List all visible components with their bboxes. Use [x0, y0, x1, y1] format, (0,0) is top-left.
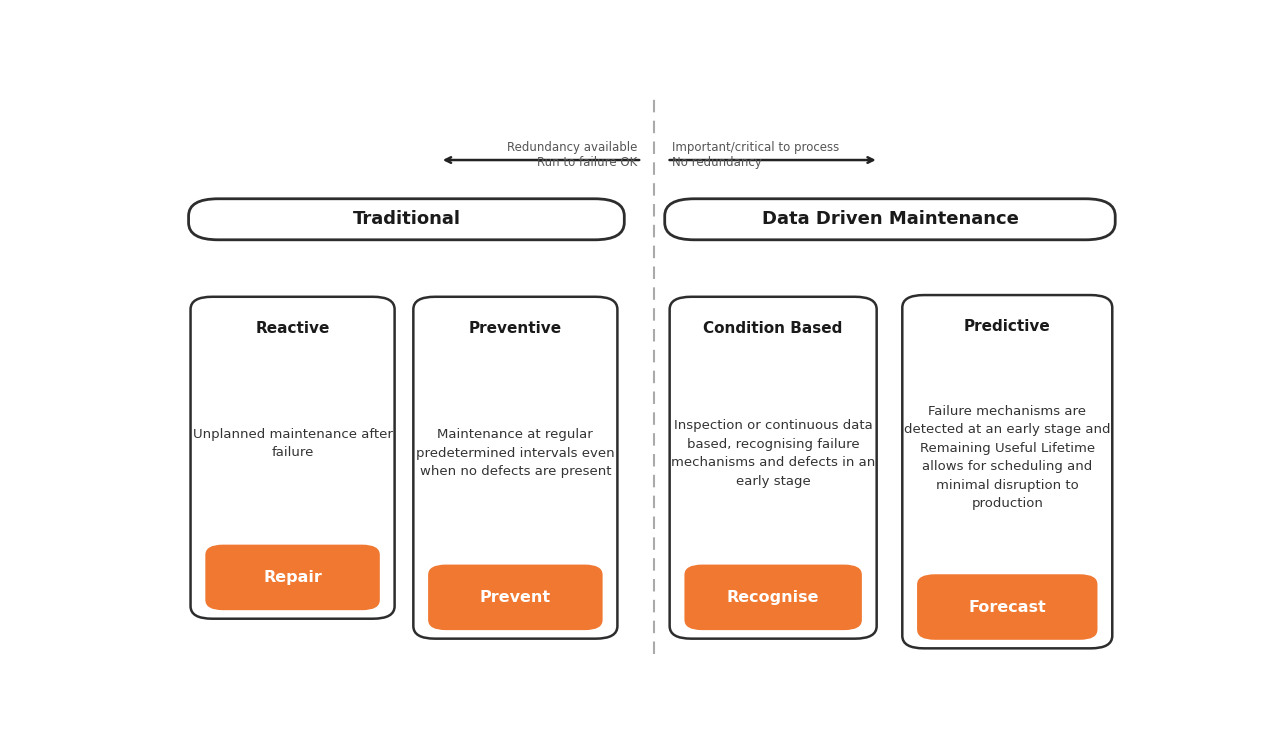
Text: No redundancy: No redundancy — [672, 156, 762, 169]
Text: Unplanned maintenance after
failure: Unplanned maintenance after failure — [192, 428, 393, 460]
FancyBboxPatch shape — [669, 297, 876, 639]
FancyBboxPatch shape — [429, 565, 603, 630]
FancyBboxPatch shape — [917, 574, 1098, 640]
Text: Preventive: Preventive — [469, 320, 562, 336]
FancyBboxPatch shape — [902, 295, 1112, 648]
Text: Data Driven Maintenance: Data Driven Maintenance — [762, 210, 1019, 228]
Text: Inspection or continuous data
based, recognising failure
mechanisms and defects : Inspection or continuous data based, rec… — [672, 420, 875, 488]
Text: Predictive: Predictive — [964, 319, 1051, 334]
Text: Condition Based: Condition Based — [703, 320, 843, 336]
FancyBboxPatch shape — [665, 199, 1116, 240]
Text: Prevent: Prevent — [480, 590, 551, 605]
Text: Repair: Repair — [263, 570, 322, 585]
FancyBboxPatch shape — [205, 545, 380, 610]
Text: Redundancy available: Redundancy available — [506, 141, 637, 154]
FancyBboxPatch shape — [684, 565, 862, 630]
Text: Maintenance at regular
predetermined intervals even
when no defects are present: Maintenance at regular predetermined int… — [416, 428, 614, 479]
Text: Run to failure OK: Run to failure OK — [537, 156, 637, 169]
Text: Reactive: Reactive — [256, 320, 329, 336]
Text: Important/critical to process: Important/critical to process — [672, 141, 838, 154]
Text: Recognise: Recognise — [726, 590, 819, 605]
FancyBboxPatch shape — [191, 297, 394, 619]
FancyBboxPatch shape — [188, 199, 625, 240]
FancyBboxPatch shape — [413, 297, 617, 639]
Text: Failure mechanisms are
detected at an early stage and
Remaining Useful Lifetime
: Failure mechanisms are detected at an ea… — [904, 405, 1110, 510]
Text: Forecast: Forecast — [968, 599, 1046, 614]
Text: Traditional: Traditional — [352, 210, 460, 228]
